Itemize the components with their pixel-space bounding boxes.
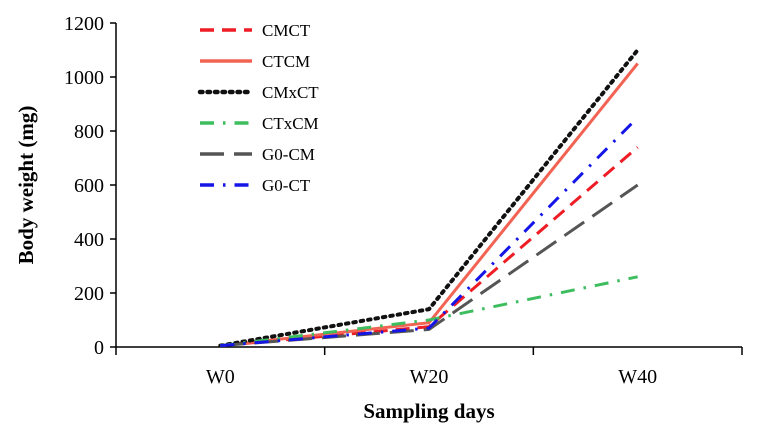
series-line-ctcm [220,62,639,348]
y-tick-label: 1000 [64,67,104,89]
y-tick-label: 800 [74,121,104,143]
y-tick-label: 1200 [64,13,104,35]
x-tick-label: W40 [618,366,657,388]
legend-label: G0-CM [262,145,315,164]
y-axis-title: Body weight (mg) [14,106,38,265]
legend-label: CMCT [262,21,311,40]
series-line-ctxcm [220,275,638,348]
legend-label: CTCM [262,52,310,71]
y-tick-label: 0 [94,337,104,359]
y-tick-label: 400 [74,229,104,251]
legend-label: CMxCT [262,83,319,102]
y-tick-label: 600 [74,175,104,197]
x-axis-title: Sampling days [363,399,494,423]
series-line-g0-ct [220,116,639,348]
y-tick-label: 200 [74,283,104,305]
series-lines [218,48,640,348]
legend-label: CTxCM [262,114,319,133]
y-axis-ticks: 0 200 400 600 800 1000 1200 [64,13,116,359]
x-tick-label: W20 [410,366,449,388]
legend-label: G0-CT [262,176,311,195]
x-axis-ticks: W0 W20 W40 [115,347,743,388]
x-tick-label: W0 [206,366,235,388]
legend: CMCT CTCM CMxCT CTxCM G0-CM G0-CT [197,21,319,195]
series-line-cmxct [218,48,640,348]
